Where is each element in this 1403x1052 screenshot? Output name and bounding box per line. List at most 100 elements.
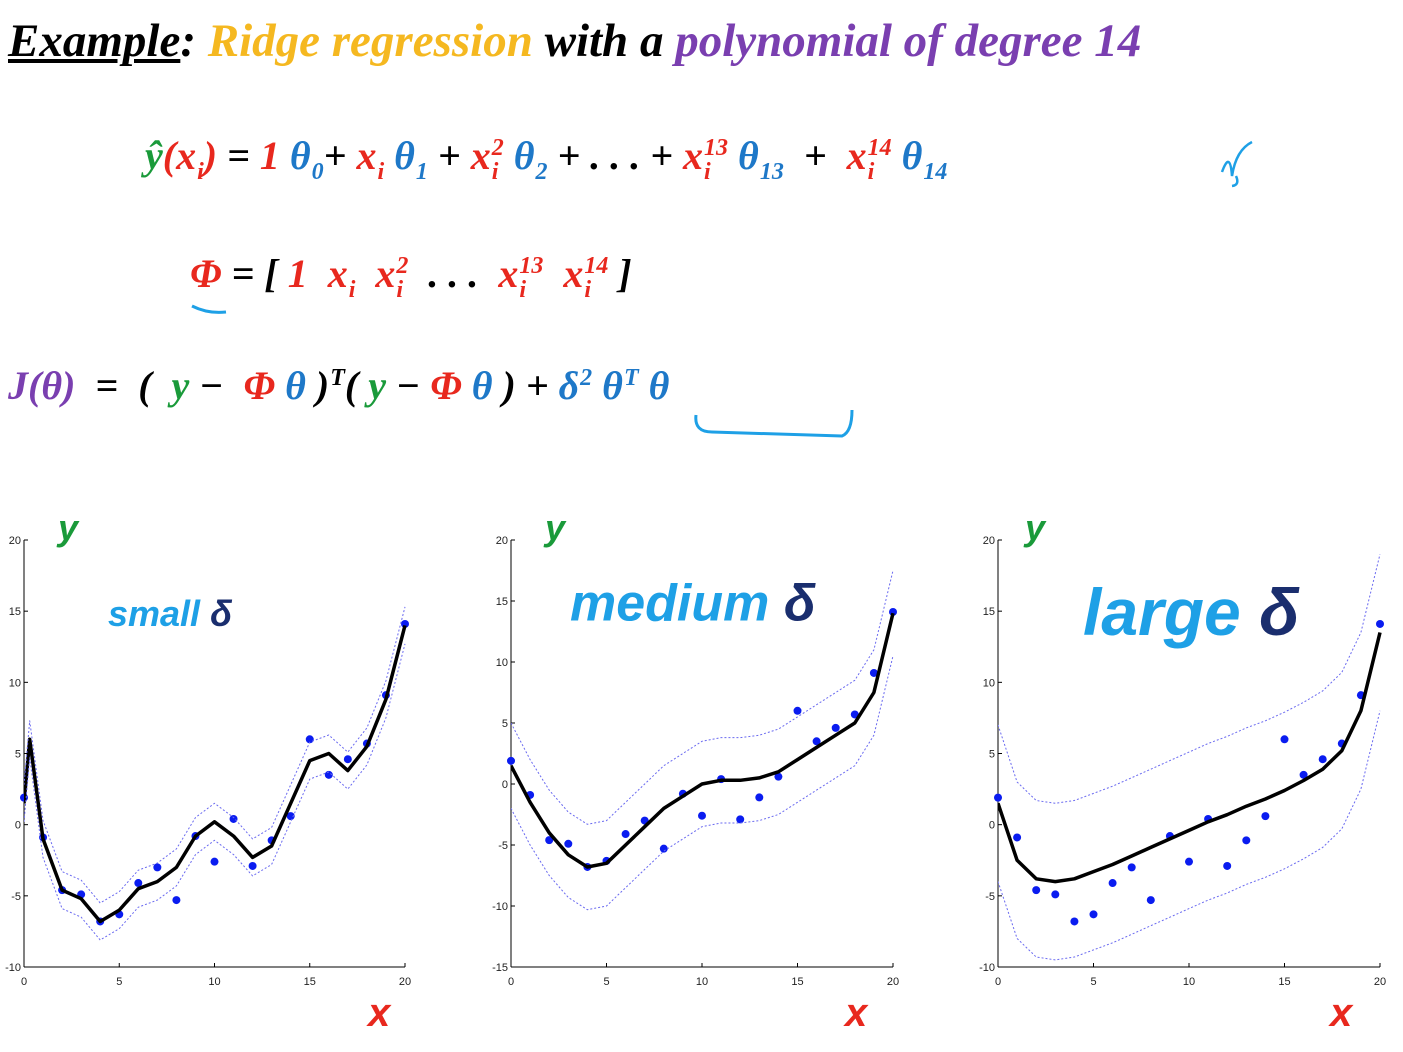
math-token: ) + — [492, 363, 559, 408]
math-token: polynomial of degree 14 — [675, 15, 1142, 67]
script: T — [330, 366, 345, 414]
math-token: ŷ — [145, 133, 163, 178]
script: 2 — [580, 366, 592, 414]
annotation-symbol: δ — [1259, 575, 1300, 649]
math-token: + — [427, 133, 471, 178]
x-tick-label: 10 — [208, 976, 220, 988]
math-token: θ — [592, 363, 623, 408]
script: 0 — [312, 136, 324, 184]
math-token: y — [171, 363, 190, 408]
handwritten-underline — [191, 304, 227, 314]
data-point — [1108, 879, 1117, 888]
subscript: 1 — [415, 158, 428, 185]
superscript: 2 — [580, 364, 593, 391]
math-token: Ridge regression — [207, 15, 545, 67]
subscript: i — [584, 276, 592, 303]
x-tick-label: 0 — [21, 976, 27, 988]
data-point — [1223, 861, 1232, 870]
y-tick-label: -10 — [492, 901, 508, 913]
data-point — [286, 812, 295, 821]
annotation: large δ — [1083, 575, 1300, 649]
script: 14 i — [868, 136, 892, 184]
fit-line — [511, 612, 895, 869]
data-point — [1261, 812, 1270, 821]
math-token: = ( — [75, 363, 172, 408]
confidence-line — [24, 606, 406, 904]
confidence-line — [998, 710, 1381, 961]
math-token: ) — [305, 363, 330, 408]
y-tick-label: 20 — [9, 535, 21, 547]
math-token: ) — [203, 133, 228, 178]
math-token: θ — [384, 133, 415, 178]
subscript: i — [704, 158, 711, 185]
data-point — [229, 814, 238, 823]
y-tick-label: -15 — [492, 962, 508, 974]
data-point — [305, 735, 314, 744]
y-tick-label: 0 — [502, 779, 508, 791]
data-point — [1127, 863, 1136, 872]
math-token: : — [180, 15, 208, 67]
math-token: θ — [275, 363, 306, 408]
data-point — [774, 772, 783, 781]
data-point — [659, 844, 668, 853]
fit-line — [998, 632, 1382, 884]
script: i — [377, 136, 384, 184]
data-point — [621, 830, 630, 839]
data-point — [1280, 735, 1289, 744]
data-point — [1089, 910, 1098, 919]
x-tick-label: 20 — [399, 976, 411, 988]
y-tick-label: 0 — [15, 820, 21, 832]
math-token: Example — [8, 15, 181, 67]
script: i — [197, 136, 204, 184]
handwritten-underline — [694, 409, 854, 438]
math-token: x — [355, 251, 396, 296]
x-tick-label: 10 — [696, 976, 708, 988]
script: T — [624, 366, 639, 414]
script: 13 — [760, 136, 784, 184]
data-point — [850, 710, 859, 719]
math-token: + . . . + — [547, 133, 684, 178]
data-point — [172, 896, 181, 905]
data-point — [889, 607, 897, 616]
superscript: 14 — [584, 252, 609, 279]
script: 2 — [535, 136, 547, 184]
data-point — [1376, 619, 1384, 628]
subscript: 0 — [311, 158, 324, 185]
x-tick-label: 15 — [304, 976, 316, 988]
y-tick-label: 5 — [502, 718, 508, 730]
data-point — [1299, 770, 1308, 779]
y-tick-label: 15 — [9, 606, 21, 618]
annotation-symbol: δ — [210, 593, 233, 634]
confidence-line — [511, 655, 894, 911]
superscript: 2 — [491, 134, 504, 161]
subscript: i — [519, 276, 527, 303]
subscript: 2 — [535, 158, 548, 185]
math-token: − — [385, 363, 431, 408]
data-point — [564, 839, 573, 848]
data-point — [755, 793, 764, 802]
data-point — [698, 811, 706, 820]
superscript: 14 — [867, 134, 892, 161]
annotation: medium δ — [570, 575, 816, 633]
data-point — [831, 723, 840, 732]
data-point — [793, 706, 802, 715]
math-token: θ — [891, 133, 923, 178]
annotation: small δ — [108, 593, 233, 634]
math-token: ( — [344, 363, 369, 408]
y-tick-label: 5 — [15, 749, 21, 761]
data-point — [812, 737, 821, 746]
data-point — [507, 756, 515, 765]
y-tick-label: 5 — [989, 749, 995, 761]
math-token: δ — [558, 363, 580, 408]
math-token: x — [683, 133, 704, 178]
superscript: T — [330, 364, 345, 391]
y-tick-label: 15 — [983, 606, 995, 618]
data-point — [1013, 833, 1022, 842]
math-token: x — [470, 133, 491, 178]
confidence-line — [511, 570, 894, 825]
